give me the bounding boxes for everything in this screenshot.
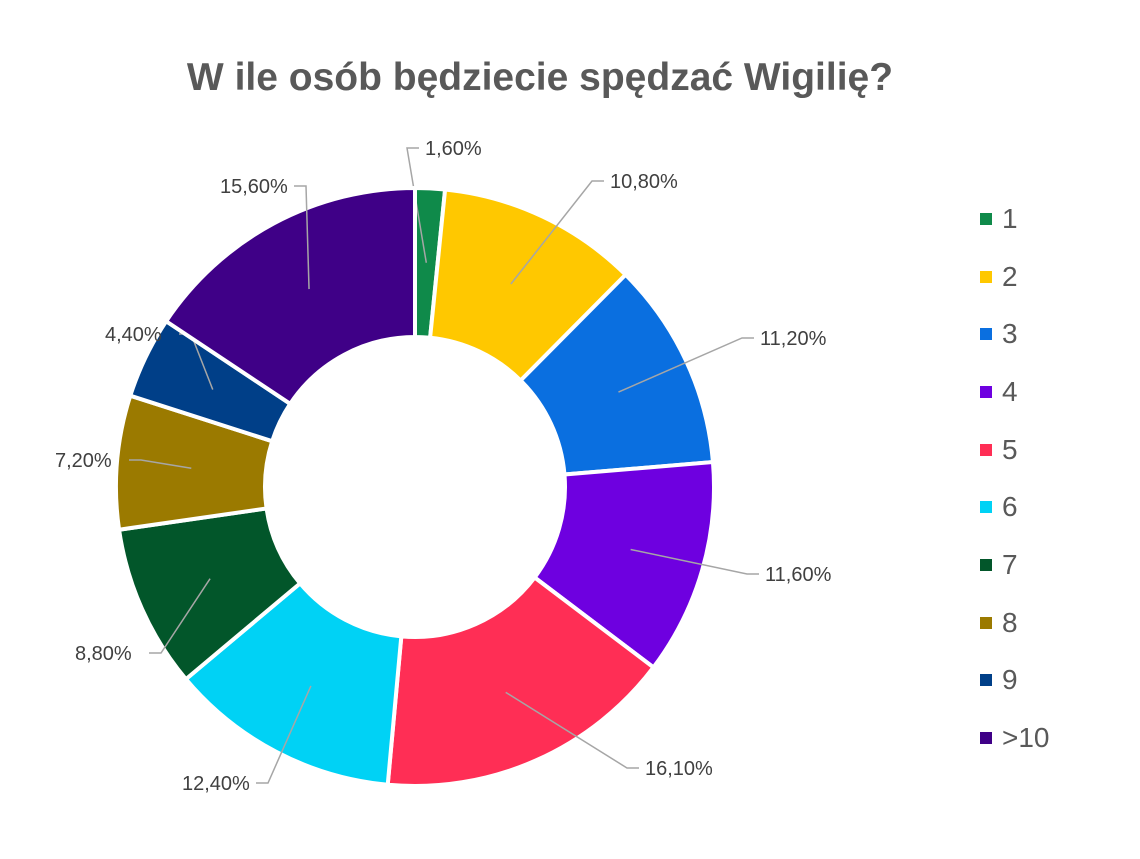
leader-line	[505, 691, 639, 769]
donut-chart: 1,60% 10,80% 11,20% 11,60% 16,10% 12,40% 8,80%…	[55, 138, 832, 795]
legend-swatch	[980, 443, 992, 456]
legend-swatch	[980, 616, 992, 629]
data-label: 7,20%	[55, 450, 112, 472]
legend-swatch	[980, 212, 992, 225]
leader-line	[510, 180, 604, 285]
legend-item-3: 3	[980, 305, 1050, 363]
leader-line	[630, 548, 759, 575]
legend-item-more-than-10: >10	[980, 709, 1050, 767]
legend: 1 2 3 4 5 6 7 8 9 >10	[980, 190, 1050, 767]
donut-slice-4	[531, 459, 716, 671]
legend-item-7: 7	[980, 536, 1050, 594]
leader-line	[294, 185, 310, 290]
data-label: 8,80%	[75, 643, 132, 665]
legend-item-6: 6	[980, 478, 1050, 536]
legend-item-8: 8	[980, 594, 1050, 652]
donut-slice-gt10	[163, 185, 417, 407]
donut-slice-6	[183, 580, 404, 787]
legend-item-9: 9	[980, 652, 1050, 710]
legend-swatch	[980, 732, 992, 745]
legend-item-2: 2	[980, 248, 1050, 306]
legend-item-4: 4	[980, 363, 1050, 421]
legend-swatch	[980, 501, 992, 514]
leader-line	[129, 459, 192, 470]
legend-item-1: 1	[980, 190, 1050, 248]
legend-swatch	[980, 385, 992, 398]
chart-title: W ile osób będziecie spędzać Wigilię?	[186, 56, 894, 99]
data-label: 16,10%	[645, 758, 713, 780]
data-label: 1,60%	[425, 138, 482, 160]
data-label: 4,40%	[105, 324, 162, 346]
leader-line	[406, 147, 428, 263]
legend-swatch	[980, 674, 992, 687]
legend-swatch	[980, 270, 992, 283]
donut-slice-5	[385, 574, 657, 788]
data-label: 15,60%	[220, 176, 288, 198]
leader-line	[256, 685, 312, 784]
data-label: 12,40%	[182, 773, 250, 795]
leader-line	[618, 337, 754, 393]
data-label: 10,80%	[610, 171, 678, 193]
legend-item-5: 5	[980, 421, 1050, 479]
legend-swatch	[980, 328, 992, 341]
data-label: 11,20%	[760, 328, 827, 350]
leader-line	[149, 578, 211, 654]
data-label: 11,60%	[765, 564, 832, 586]
legend-swatch	[980, 558, 992, 571]
